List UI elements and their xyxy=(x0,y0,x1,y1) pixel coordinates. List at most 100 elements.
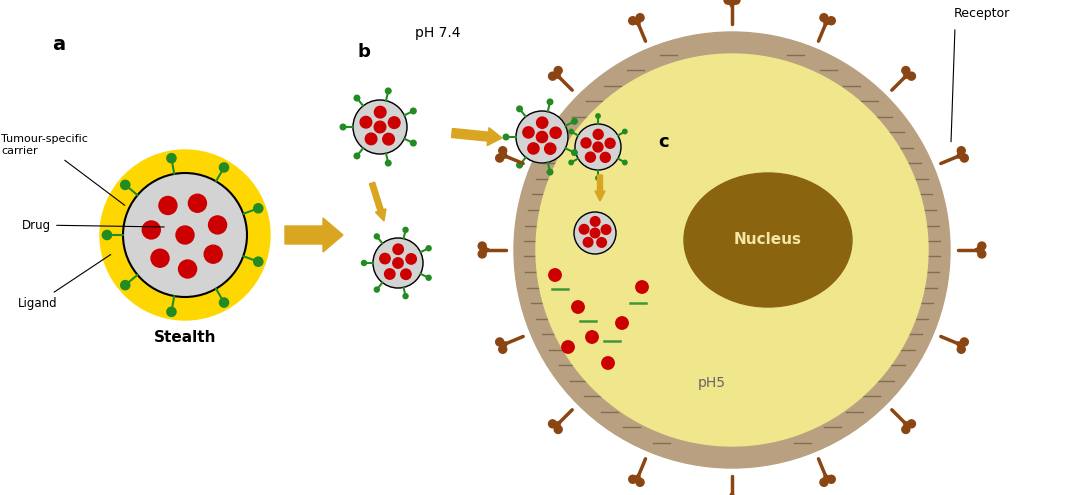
Circle shape xyxy=(365,133,377,145)
Circle shape xyxy=(220,298,228,307)
Circle shape xyxy=(572,119,577,124)
Circle shape xyxy=(403,227,408,232)
Circle shape xyxy=(523,127,534,138)
Circle shape xyxy=(616,317,629,329)
Text: Receptor: Receptor xyxy=(954,7,1010,20)
Circle shape xyxy=(605,138,615,148)
Circle shape xyxy=(151,249,169,267)
Text: pH5: pH5 xyxy=(698,376,726,390)
Circle shape xyxy=(514,32,950,468)
Circle shape xyxy=(426,275,432,280)
Circle shape xyxy=(545,143,556,154)
Circle shape xyxy=(548,269,561,281)
Circle shape xyxy=(499,147,507,155)
Ellipse shape xyxy=(684,173,853,307)
Circle shape xyxy=(254,257,262,266)
Circle shape xyxy=(827,475,835,483)
Circle shape xyxy=(353,100,407,154)
Circle shape xyxy=(820,478,828,486)
Circle shape xyxy=(167,307,176,316)
Circle shape xyxy=(586,152,595,162)
Circle shape xyxy=(374,287,379,292)
Circle shape xyxy=(503,134,509,140)
Circle shape xyxy=(590,217,600,226)
FancyArrow shape xyxy=(285,218,343,252)
Circle shape xyxy=(499,346,507,353)
Circle shape xyxy=(393,244,404,254)
Circle shape xyxy=(622,160,627,165)
Circle shape xyxy=(636,478,644,486)
Circle shape xyxy=(907,420,916,428)
Circle shape xyxy=(554,426,562,434)
Circle shape xyxy=(355,95,360,101)
FancyArrow shape xyxy=(452,128,502,146)
Circle shape xyxy=(902,66,910,75)
Circle shape xyxy=(384,269,395,279)
Circle shape xyxy=(176,226,194,244)
Circle shape xyxy=(537,117,547,128)
Circle shape xyxy=(374,121,386,133)
Circle shape xyxy=(393,258,403,268)
Circle shape xyxy=(341,124,346,130)
Circle shape xyxy=(375,106,386,118)
Circle shape xyxy=(593,129,603,140)
Circle shape xyxy=(536,54,927,446)
Circle shape xyxy=(142,221,161,239)
Circle shape xyxy=(209,216,227,234)
Circle shape xyxy=(547,99,553,105)
Circle shape xyxy=(575,124,621,170)
Circle shape xyxy=(159,197,177,214)
Circle shape xyxy=(554,66,562,75)
Circle shape xyxy=(957,346,965,353)
FancyArrow shape xyxy=(369,182,386,221)
Circle shape xyxy=(121,281,130,290)
Circle shape xyxy=(593,142,603,152)
Circle shape xyxy=(547,169,553,175)
Circle shape xyxy=(100,150,270,320)
Circle shape xyxy=(574,212,616,254)
Circle shape xyxy=(600,152,610,162)
Circle shape xyxy=(537,131,547,143)
Circle shape xyxy=(978,250,985,258)
Circle shape xyxy=(724,0,731,4)
Circle shape xyxy=(188,194,207,212)
Circle shape xyxy=(382,133,394,145)
Circle shape xyxy=(528,143,539,154)
Circle shape xyxy=(961,338,968,346)
Circle shape xyxy=(362,260,366,265)
Circle shape xyxy=(562,341,574,353)
Circle shape xyxy=(548,72,557,80)
Text: Nucleus: Nucleus xyxy=(734,233,802,248)
Circle shape xyxy=(360,116,372,128)
Circle shape xyxy=(601,225,610,235)
Circle shape xyxy=(355,153,360,159)
Circle shape xyxy=(403,294,408,298)
Circle shape xyxy=(622,129,627,134)
Circle shape xyxy=(374,234,379,239)
Circle shape xyxy=(380,253,390,264)
Circle shape xyxy=(386,88,391,94)
Text: a: a xyxy=(52,35,65,54)
Circle shape xyxy=(595,176,600,180)
Circle shape xyxy=(572,150,577,155)
Circle shape xyxy=(516,111,568,163)
Circle shape xyxy=(496,154,503,162)
Circle shape xyxy=(827,17,835,25)
Circle shape xyxy=(636,14,644,22)
Circle shape xyxy=(907,72,916,80)
Circle shape xyxy=(961,154,968,162)
Text: Stealth: Stealth xyxy=(154,330,216,345)
Text: Tumour-specific
carrier: Tumour-specific carrier xyxy=(1,134,125,205)
Circle shape xyxy=(550,127,561,139)
Circle shape xyxy=(373,238,423,288)
Circle shape xyxy=(569,129,573,134)
Circle shape xyxy=(179,260,197,278)
Circle shape xyxy=(426,246,432,251)
Circle shape xyxy=(978,242,985,250)
Text: Drug: Drug xyxy=(22,218,164,232)
Circle shape xyxy=(586,331,599,343)
Circle shape xyxy=(629,475,637,483)
Circle shape xyxy=(584,238,593,247)
Circle shape xyxy=(496,338,503,346)
Circle shape xyxy=(636,281,648,293)
